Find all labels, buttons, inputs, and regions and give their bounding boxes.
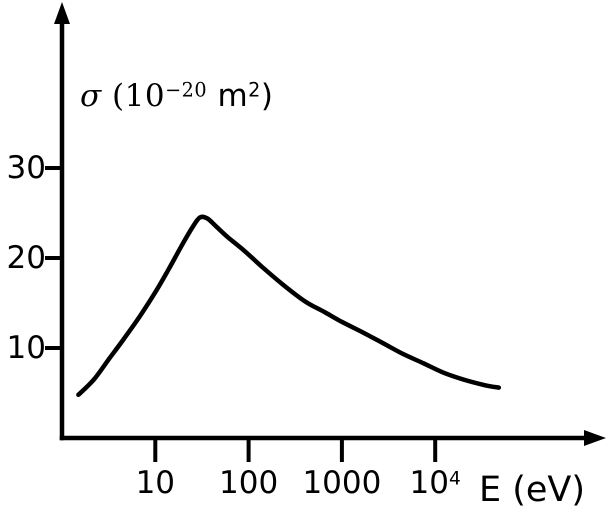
x-tick-marks — [153, 438, 438, 462]
sigma-symbol: σ — [80, 78, 102, 114]
x-tick-base: 1000 — [302, 465, 382, 501]
y-unit-open: (10 — [101, 78, 166, 114]
y-tick-marks — [45, 166, 62, 350]
y-axis-arrowhead — [54, 2, 70, 24]
x-tick-label: 100 — [219, 467, 278, 499]
y-tick-label: 20 — [6, 240, 46, 276]
y-tick-label: 30 — [6, 150, 46, 186]
x-tick-base: 10 — [135, 465, 176, 501]
y-unit-exponent: −20 — [165, 78, 208, 102]
y-unit-meters-exponent: 2 — [248, 78, 261, 102]
x-tick-base: 10 — [409, 465, 449, 501]
axes — [54, 2, 606, 446]
x-axis-arrowhead — [584, 430, 606, 446]
x-tick-label: 1000 — [302, 467, 381, 499]
y-unit-close: ) — [260, 78, 274, 114]
x-tick-label: 104 — [410, 467, 461, 499]
y-unit-meters: m — [207, 78, 249, 114]
y-tick-label: 10 — [6, 330, 46, 366]
x-tick-exponent: 4 — [448, 468, 461, 490]
x-tick-base: 100 — [219, 465, 279, 501]
x-axis-label: E (eV) — [479, 470, 586, 510]
x-tick-label: 10 — [136, 467, 175, 499]
y-axis-unit-label: σ (10−20 m2) — [80, 78, 274, 114]
data-curve — [76, 214, 502, 398]
